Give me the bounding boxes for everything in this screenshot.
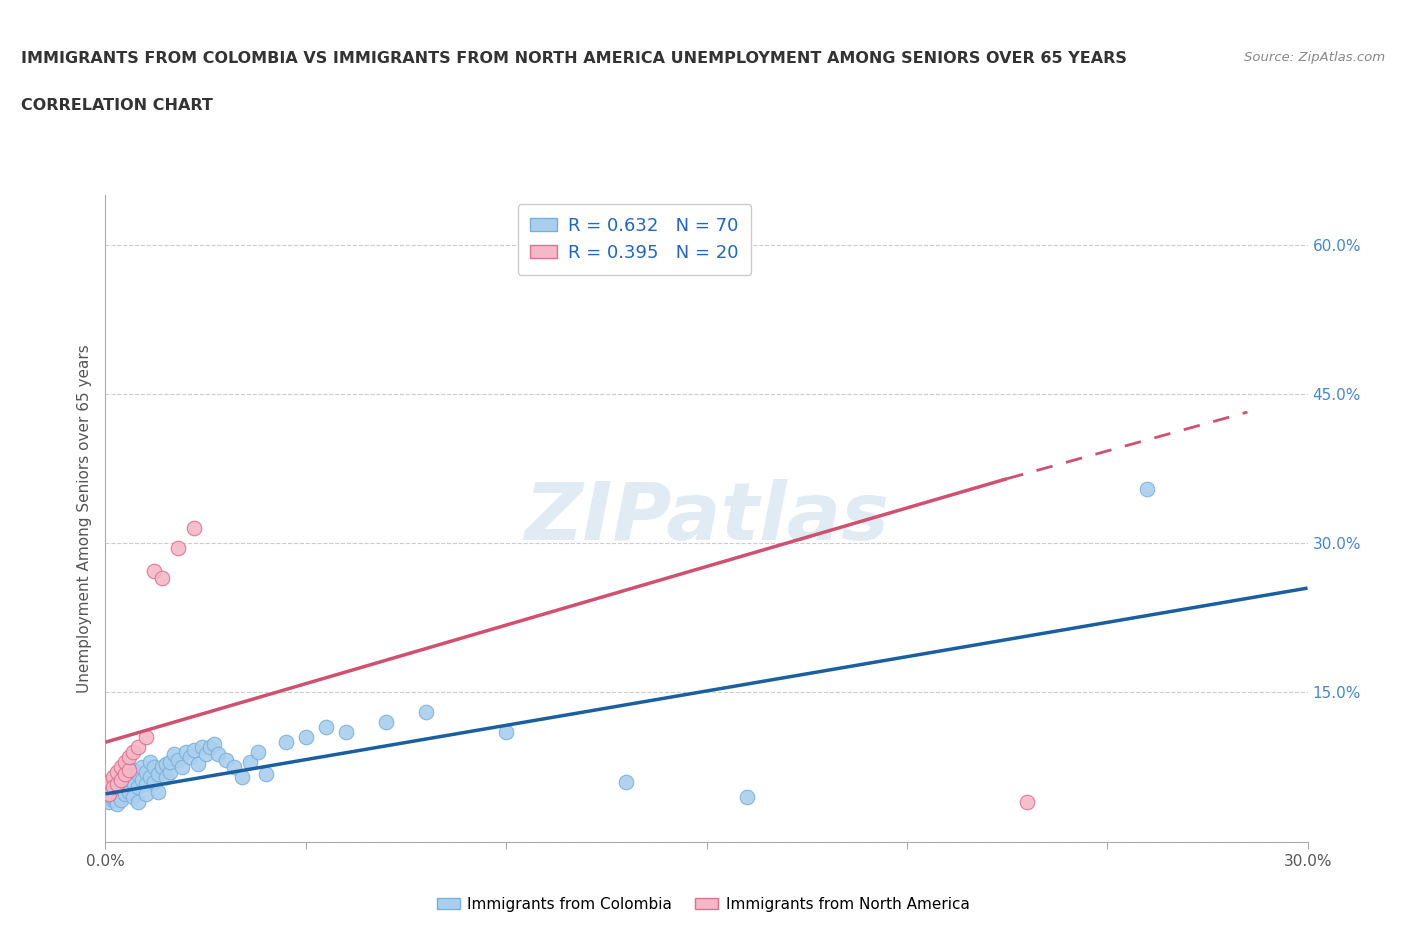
Point [179, 750, 201, 764]
Point [118, 750, 141, 764]
Point [114, 766, 136, 781]
Point [107, 764, 129, 779]
Point [295, 730, 318, 745]
Text: CORRELATION CHART: CORRELATION CHART [21, 98, 212, 113]
Point [103, 779, 125, 794]
Point [122, 775, 145, 790]
Point [166, 752, 188, 767]
Point [183, 743, 205, 758]
Point [190, 739, 212, 754]
Point [207, 747, 229, 762]
Point [202, 737, 225, 751]
Point [110, 773, 132, 788]
Point [122, 790, 145, 804]
Point [118, 764, 141, 779]
Point [103, 775, 125, 790]
Point [150, 760, 173, 775]
Point [254, 766, 277, 781]
Point [616, 775, 638, 790]
Point [198, 739, 221, 754]
Point [107, 796, 129, 811]
Point [98, 775, 121, 790]
Point [335, 724, 357, 739]
Point [103, 792, 125, 807]
Point [114, 770, 136, 785]
Point [98, 794, 121, 809]
Point [142, 775, 165, 790]
Point [150, 571, 173, 586]
Point [159, 764, 181, 779]
Point [138, 754, 160, 769]
Point [1017, 794, 1039, 809]
Point [98, 779, 121, 794]
Point [127, 794, 149, 809]
Point [135, 730, 157, 745]
Point [495, 724, 517, 739]
Point [194, 747, 217, 762]
Point [246, 745, 269, 760]
Point [135, 777, 157, 791]
Point [135, 764, 157, 779]
Point [155, 770, 177, 785]
Point [415, 705, 437, 720]
Point [110, 760, 132, 775]
Point [162, 747, 184, 762]
Point [110, 773, 132, 788]
Point [103, 770, 125, 785]
Point [187, 757, 209, 772]
Point [127, 739, 149, 754]
Point [146, 785, 169, 800]
Point [166, 541, 188, 556]
Point [214, 752, 236, 767]
Point [155, 757, 177, 772]
Point [170, 760, 193, 775]
Point [131, 773, 153, 788]
Point [374, 715, 398, 730]
Point [103, 782, 125, 797]
Point [239, 754, 262, 769]
Point [114, 787, 136, 802]
Point [183, 521, 205, 536]
Legend: R = 0.632   N = 70, R = 0.395   N = 20: R = 0.632 N = 70, R = 0.395 N = 20 [517, 205, 751, 274]
Text: IMMIGRANTS FROM COLOMBIA VS IMMIGRANTS FROM NORTH AMERICA UNEMPLOYMENT AMONG SEN: IMMIGRANTS FROM COLOMBIA VS IMMIGRANTS F… [21, 51, 1128, 66]
Point [107, 777, 129, 791]
Point [127, 766, 149, 781]
Point [131, 760, 153, 775]
Point [127, 779, 149, 794]
Point [146, 766, 169, 781]
Point [135, 787, 157, 802]
Point [174, 745, 197, 760]
Point [118, 785, 141, 800]
Legend: Immigrants from Colombia, Immigrants from North America: Immigrants from Colombia, Immigrants fro… [430, 891, 976, 918]
Point [138, 770, 160, 785]
Point [142, 760, 165, 775]
Point [107, 779, 129, 794]
Point [735, 790, 758, 804]
Text: ZIPatlas: ZIPatlas [524, 480, 889, 557]
Point [107, 777, 129, 791]
Point [107, 787, 129, 802]
Point [110, 785, 132, 800]
Text: Source: ZipAtlas.com: Source: ZipAtlas.com [1244, 51, 1385, 64]
Point [114, 779, 136, 794]
Point [122, 745, 145, 760]
Point [118, 763, 141, 777]
Point [98, 787, 121, 802]
Point [142, 564, 165, 578]
Point [110, 792, 132, 807]
Point [315, 720, 337, 735]
Point [1136, 481, 1159, 496]
Point [231, 770, 253, 785]
Point [159, 754, 181, 769]
Point [118, 777, 141, 791]
Point [274, 735, 297, 750]
Point [122, 763, 145, 777]
Point [98, 785, 121, 800]
Point [103, 790, 125, 804]
Point [222, 760, 245, 775]
Point [114, 754, 136, 769]
Y-axis label: Unemployment Among Seniors over 65 years: Unemployment Among Seniors over 65 years [77, 344, 93, 693]
